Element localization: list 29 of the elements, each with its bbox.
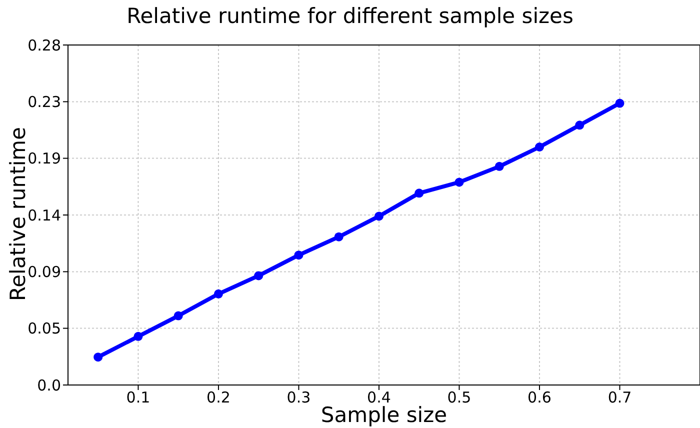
y-tick-label: 0.28 xyxy=(28,36,61,54)
point xyxy=(254,271,264,280)
point xyxy=(174,311,183,320)
x-tick-label: 0.6 xyxy=(528,388,552,407)
point xyxy=(414,188,424,198)
point xyxy=(134,332,143,341)
x-tick-label: 0.3 xyxy=(286,388,311,407)
chart-title: Relative runtime for different sample sizes xyxy=(126,4,574,28)
x-tick-label: 0.2 xyxy=(206,388,230,407)
y-axis-title: Relative runtime xyxy=(6,126,30,302)
point xyxy=(334,232,344,242)
point xyxy=(94,352,103,362)
point xyxy=(374,212,384,221)
point xyxy=(534,142,544,152)
y-tick-label: 0.05 xyxy=(28,320,61,338)
point xyxy=(615,98,624,108)
point xyxy=(454,178,464,187)
x-tick-label: 0.1 xyxy=(126,388,150,407)
x-tick-label: 0.5 xyxy=(447,388,472,407)
y-tick-label: 0.23 xyxy=(28,93,61,112)
y-tick-label: 0.19 xyxy=(28,150,61,168)
y-tick-label: 0.0 xyxy=(37,376,61,394)
point xyxy=(575,120,584,130)
y-tick-label: 0.09 xyxy=(28,263,61,282)
point xyxy=(494,162,504,171)
y-tick-label: 0.14 xyxy=(28,206,61,224)
point xyxy=(214,289,223,298)
x-tick-label: 0.7 xyxy=(608,388,632,407)
point xyxy=(294,250,304,260)
